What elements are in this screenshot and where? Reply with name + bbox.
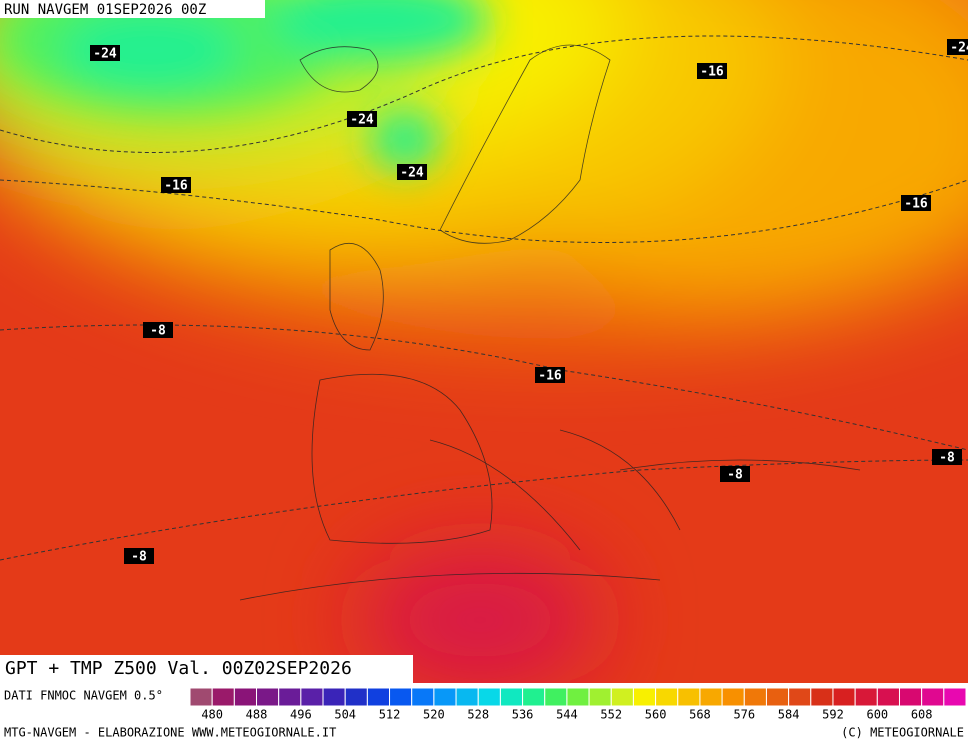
legend-swatch: [477, 687, 501, 707]
legend-tick-label: 552: [600, 708, 622, 722]
legend-swatch: [455, 687, 479, 707]
legend-swatch: [765, 687, 790, 707]
color-legend: 480 488 496 504 512 520 528 536 544 552 560 568 576 5…: [189, 687, 967, 722]
contour-label: -24: [950, 41, 968, 56]
contour-label-box: [143, 322, 173, 338]
legend-swatch: [233, 687, 258, 707]
contour-label-box: [124, 548, 154, 564]
legend-swatch: [322, 687, 346, 707]
legend-tick-label: 568: [689, 708, 711, 722]
contour-label-box: [535, 367, 565, 383]
legend-tick-label: 488: [246, 708, 268, 722]
legend-source: DATI FNMOC NAVGEM 0.5°: [4, 689, 163, 703]
legend-swatch: [810, 687, 834, 707]
contour-label-box: [947, 39, 968, 55]
legend-swatch: [522, 687, 546, 707]
legend-tick-label: 536: [512, 708, 534, 722]
run-box: [0, 0, 265, 18]
legend-tick-label: 520: [423, 708, 445, 722]
coastlines: [239, 44, 861, 601]
contour-label-box: [901, 195, 931, 211]
contour-label: -24: [93, 47, 117, 62]
legend-swatch: [677, 687, 701, 707]
legend-swatch: [411, 687, 435, 707]
legend-swatch: [256, 687, 280, 707]
contour-label-box: [720, 466, 750, 482]
legend-swatch: [366, 687, 391, 707]
legend-swatch: [499, 687, 524, 707]
legend-swatch: [632, 687, 657, 707]
contour-label-box: [932, 449, 962, 465]
legend-tick-label: 480: [201, 708, 223, 722]
legend-tick-label: 600: [866, 708, 888, 722]
legend-swatch: [389, 687, 413, 707]
legend-swatch: [699, 687, 723, 707]
map-title: GPT + TMP Z500 Val. 00Z02SEP2026: [5, 658, 352, 679]
legend-tick-label: 544: [556, 708, 578, 722]
contour-label: -8: [150, 324, 166, 339]
legend-swatch: [211, 687, 235, 707]
footer-copyright: (C) METEOGIORNALE: [841, 726, 964, 740]
contour-label-box: [397, 164, 427, 180]
contours: [0, 35, 968, 561]
contour-label: -24: [400, 166, 424, 181]
legend-swatch: [943, 687, 967, 707]
legend-swatch: [743, 687, 767, 707]
title-box: [0, 655, 413, 683]
legend-swatch: [544, 687, 568, 707]
legend-swatch: [655, 687, 679, 707]
legend-swatch: [721, 687, 745, 707]
legend-tick-label: 584: [778, 708, 800, 722]
legend-tick-label: 592: [822, 708, 844, 722]
field: [0, 0, 968, 683]
legend-swatch: [344, 687, 368, 707]
legend-swatch: [433, 687, 457, 707]
contour-label: -8: [727, 468, 743, 483]
legend-tick-label: 496: [290, 708, 312, 722]
contour-label: -8: [131, 550, 147, 565]
legend-tick-label: 576: [733, 708, 755, 722]
legend-swatch: [588, 687, 612, 707]
legend-swatch: [278, 687, 302, 707]
legend-swatch: [832, 687, 856, 707]
legend-tick-label: 528: [467, 708, 489, 722]
legend-tick-label: 560: [645, 708, 667, 722]
legend-swatch: [921, 687, 945, 707]
legend-swatch: [610, 687, 634, 707]
contour-label: -16: [904, 197, 928, 212]
legend-tick-label: 608: [911, 708, 933, 722]
legend-swatch: [788, 687, 812, 707]
contour-label: -16: [700, 65, 724, 80]
contour-label: -16: [538, 369, 562, 384]
legend-swatch: [876, 687, 900, 707]
legend-tick-label: 504: [334, 708, 356, 722]
contour-label-box: [697, 63, 727, 79]
legend-swatch: [300, 687, 324, 707]
legend-swatch: [566, 687, 590, 707]
legend-swatch: [854, 687, 878, 707]
contour-labels: -24 -24 -24 -16 -16 -16 -8 -16 -8 -8 -8 -24: [90, 39, 968, 565]
contour-label: -24: [350, 113, 374, 128]
legend-tick-label: 512: [379, 708, 401, 722]
contour-label: -8: [939, 451, 955, 466]
run-label: RUN NAVGEM 01SEP2026 00Z: [4, 2, 206, 18]
contour-label-box: [347, 111, 377, 127]
contour-label-box: [90, 45, 120, 61]
legend-swatch: [898, 687, 923, 707]
contour-label-box: [161, 177, 191, 193]
legend-swatch: [189, 687, 213, 707]
footer-credit: MTG-NAVGEM - ELABORAZIONE WWW.METEOGIORN…: [4, 726, 336, 740]
contour-label: -16: [164, 179, 188, 194]
